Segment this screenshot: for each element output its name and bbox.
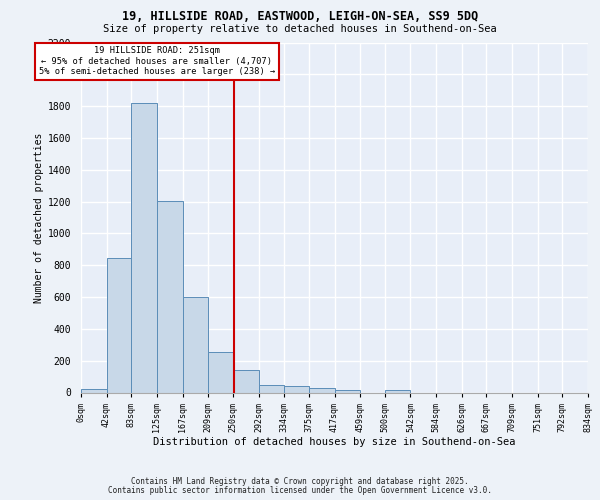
Bar bbox=[107, 258, 131, 392]
Bar bbox=[233, 370, 259, 392]
Bar bbox=[259, 386, 284, 392]
Bar bbox=[335, 390, 360, 392]
Text: 19 HILLSIDE ROAD: 251sqm
← 95% of detached houses are smaller (4,707)
5% of semi: 19 HILLSIDE ROAD: 251sqm ← 95% of detach… bbox=[39, 46, 275, 76]
Bar bbox=[81, 390, 107, 392]
Text: 19, HILLSIDE ROAD, EASTWOOD, LEIGH-ON-SEA, SS9 5DQ: 19, HILLSIDE ROAD, EASTWOOD, LEIGH-ON-SE… bbox=[122, 10, 478, 23]
Text: Size of property relative to detached houses in Southend-on-Sea: Size of property relative to detached ho… bbox=[103, 24, 497, 34]
Bar bbox=[208, 352, 233, 393]
Y-axis label: Number of detached properties: Number of detached properties bbox=[34, 132, 44, 302]
Bar bbox=[182, 297, 208, 392]
Bar bbox=[385, 390, 410, 392]
Text: Contains public sector information licensed under the Open Government Licence v3: Contains public sector information licen… bbox=[108, 486, 492, 495]
Text: Contains HM Land Registry data © Crown copyright and database right 2025.: Contains HM Land Registry data © Crown c… bbox=[131, 477, 469, 486]
Bar bbox=[284, 386, 309, 392]
Bar bbox=[131, 103, 157, 393]
X-axis label: Distribution of detached houses by size in Southend-on-Sea: Distribution of detached houses by size … bbox=[153, 437, 516, 447]
Bar bbox=[157, 201, 182, 392]
Bar bbox=[309, 388, 335, 392]
